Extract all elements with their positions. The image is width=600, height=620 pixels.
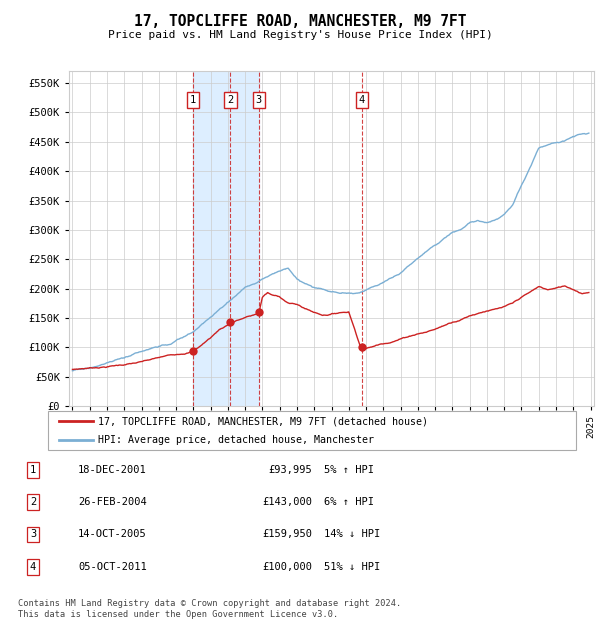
Text: Price paid vs. HM Land Registry's House Price Index (HPI): Price paid vs. HM Land Registry's House … xyxy=(107,30,493,40)
Text: 14% ↓ HPI: 14% ↓ HPI xyxy=(324,529,380,539)
Text: 3: 3 xyxy=(256,95,262,105)
Bar xyxy=(193,71,259,406)
Text: 4: 4 xyxy=(359,95,365,105)
Text: 1: 1 xyxy=(30,465,36,475)
Text: 51% ↓ HPI: 51% ↓ HPI xyxy=(324,562,380,572)
Text: HPI: Average price, detached house, Manchester: HPI: Average price, detached house, Manc… xyxy=(98,435,374,445)
Text: 17, TOPCLIFFE ROAD, MANCHESTER, M9 7FT (detached house): 17, TOPCLIFFE ROAD, MANCHESTER, M9 7FT (… xyxy=(98,417,428,427)
Text: 1: 1 xyxy=(190,95,196,105)
Text: 14-OCT-2005: 14-OCT-2005 xyxy=(78,529,147,539)
Text: 17, TOPCLIFFE ROAD, MANCHESTER, M9 7FT: 17, TOPCLIFFE ROAD, MANCHESTER, M9 7FT xyxy=(134,14,466,29)
Text: 5% ↑ HPI: 5% ↑ HPI xyxy=(324,465,374,475)
Text: £93,995: £93,995 xyxy=(268,465,312,475)
Text: 26-FEB-2004: 26-FEB-2004 xyxy=(78,497,147,507)
Text: £100,000: £100,000 xyxy=(262,562,312,572)
Text: 3: 3 xyxy=(30,529,36,539)
Text: 05-OCT-2011: 05-OCT-2011 xyxy=(78,562,147,572)
Text: 18-DEC-2001: 18-DEC-2001 xyxy=(78,465,147,475)
Text: £159,950: £159,950 xyxy=(262,529,312,539)
Text: 2: 2 xyxy=(30,497,36,507)
Text: 6% ↑ HPI: 6% ↑ HPI xyxy=(324,497,374,507)
Text: 2: 2 xyxy=(227,95,233,105)
Text: £143,000: £143,000 xyxy=(262,497,312,507)
Text: 4: 4 xyxy=(30,562,36,572)
Text: Contains HM Land Registry data © Crown copyright and database right 2024.
This d: Contains HM Land Registry data © Crown c… xyxy=(18,600,401,619)
